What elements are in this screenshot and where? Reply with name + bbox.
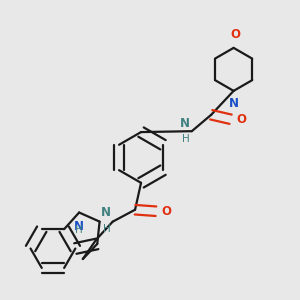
Text: H: H [182,134,189,144]
Text: H: H [103,224,111,234]
Text: H: H [75,225,83,235]
Text: O: O [230,28,240,41]
Text: O: O [236,113,246,126]
Text: O: O [161,205,171,218]
Text: N: N [101,206,111,219]
Text: N: N [229,98,238,110]
Text: N: N [179,117,189,130]
Text: N: N [74,220,84,233]
